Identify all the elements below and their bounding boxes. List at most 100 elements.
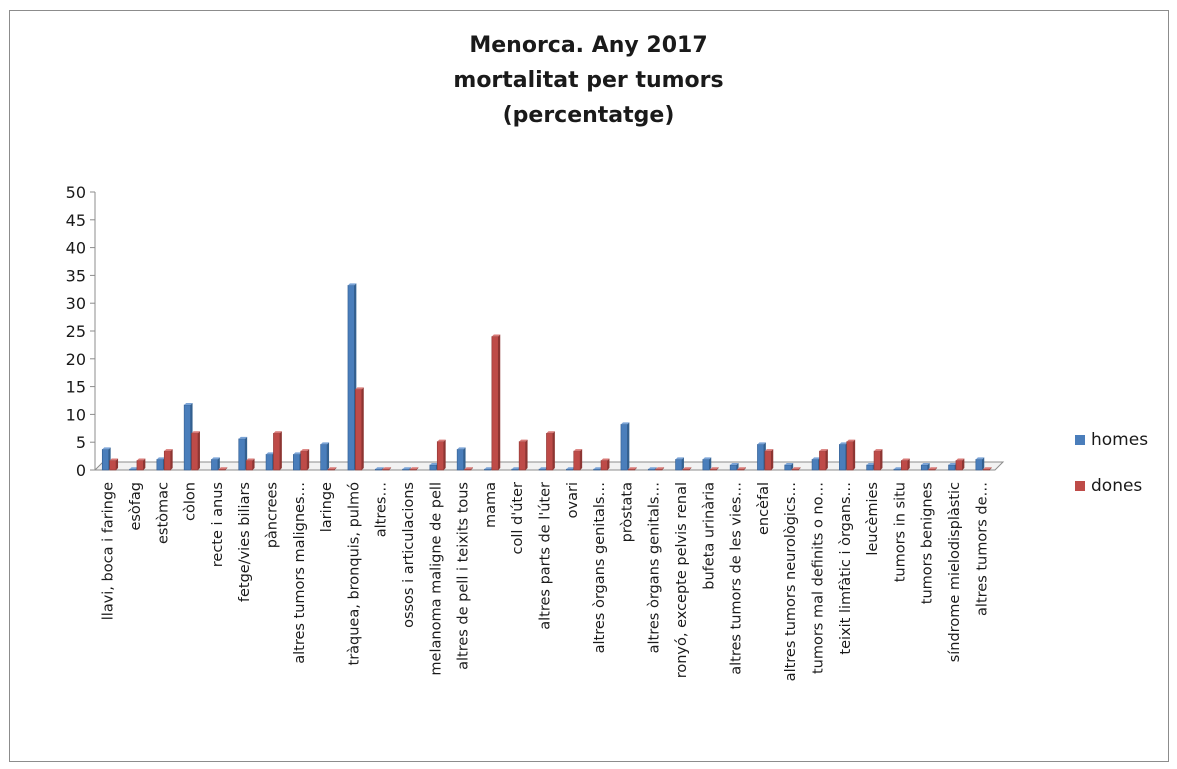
bar-side-dones [470,467,473,470]
bar-homes [593,468,601,471]
bar-cap-dones [601,458,610,461]
bar-dones [819,450,827,471]
bar-side-dones [880,449,883,470]
bar-dones [791,468,799,471]
bar-side-dones [197,431,200,470]
x-category-label: ossos i articulacions [401,482,417,628]
bar-side-dones [607,458,610,470]
bar-homes [920,464,928,471]
bar-dones [491,336,499,471]
bar-cap-dones [819,449,828,452]
bar-homes [893,468,901,471]
bar-homes [402,468,410,471]
bar-cap-homes [293,452,302,455]
bar-cap-dones [874,449,883,452]
bar-dones [928,468,936,471]
bar-dones [982,468,990,471]
bar-homes [538,468,546,471]
bar-homes [511,468,519,471]
bar-cap-dones [218,467,228,470]
bar-side-dones [552,431,555,470]
bar-side-dones [334,467,337,470]
y-tick-label: 30 [66,294,86,313]
bar-cap-dones [409,467,419,470]
bar-side-homes [681,457,684,470]
legend-label-dones: dones [1091,476,1143,496]
bar-cap-homes [156,457,166,460]
bar-cap-homes [784,462,794,465]
bar-side-homes [927,462,930,470]
x-category-label: altres de pell i teixits tous [456,482,472,670]
bar-homes [320,444,328,471]
bar-homes [866,464,874,471]
y-tick-label: 20 [66,350,86,369]
bar-dones [245,460,253,471]
bar-homes [484,468,492,471]
bar-side-homes [217,457,220,470]
chart-frame [9,10,1169,762]
bar-cap-dones [191,431,200,434]
bar-cap-homes [675,457,684,460]
bar-cap-dones [464,467,473,470]
bar-side-dones [361,387,364,470]
x-category-label: recte i anus [210,482,226,567]
bar-homes [238,438,246,471]
bar-dones [955,460,963,471]
x-category-label: altres tumors malignes… [292,482,308,664]
bar-homes [647,468,655,471]
bar-dones [436,441,444,471]
x-category-label: laringe [319,482,335,532]
chart-title-line-3: (percentatge) [502,103,675,128]
x-category-label: tumors mal definits o no… [810,482,826,674]
bar-cap-dones [710,467,719,470]
bar-side-dones [798,467,801,470]
bar-dones [273,433,281,471]
bar-cap-homes [948,462,957,465]
y-tick-label: 45 [66,211,86,230]
bar-side-dones [170,449,173,470]
bar-cap-dones [955,458,965,461]
bar-homes [374,468,382,471]
bar-cap-dones [737,467,746,470]
bar-side-homes [463,447,466,470]
y-tick-label: 10 [66,405,86,424]
bar-homes [811,459,819,471]
bar-cap-dones [136,458,146,461]
bar-side-homes [654,467,657,470]
bar-cap-dones [764,449,774,452]
bar-side-dones [143,458,146,470]
bar-side-dones [962,458,965,470]
bar-cap-homes [184,402,193,405]
bar-cap-dones [164,449,173,452]
bar-cap-homes [402,467,411,470]
bar-cap-homes [730,462,739,465]
x-category-label: altres òrgans genitals… [592,482,608,653]
x-category-label: altres… [374,482,390,537]
bar-homes [975,459,983,471]
bar-dones [600,460,608,471]
bar-cap-dones [300,449,310,452]
x-category-label: pròstata [619,482,635,542]
bar-cap-homes [648,467,657,470]
bar-cap-dones [792,467,801,470]
x-category-label: mama [483,482,499,528]
bar-side-dones [825,449,828,470]
bar-side-dones [689,467,692,470]
bar-side-dones [634,467,637,470]
bar-side-homes [408,467,411,470]
bar-side-dones [389,467,392,470]
x-category-label: melanoma maligne de pell [428,482,444,676]
y-tick-label: 15 [66,378,86,397]
bar-side-dones [743,467,746,470]
legend-item-homes: homes [1075,428,1148,452]
bar-side-homes [982,457,985,470]
bar-cap-homes [457,447,466,450]
x-category-label: tràquea, bronquis, pulmó [346,482,362,666]
chart-title-line-2: mortalitat per tumors [453,68,724,93]
x-category-label: altres tumors de les vies… [729,482,745,675]
legend-item-dones: dones [1075,474,1148,498]
bar-dones [300,450,308,471]
bar-cap-dones [573,449,583,452]
bar-cap-dones [655,467,665,470]
